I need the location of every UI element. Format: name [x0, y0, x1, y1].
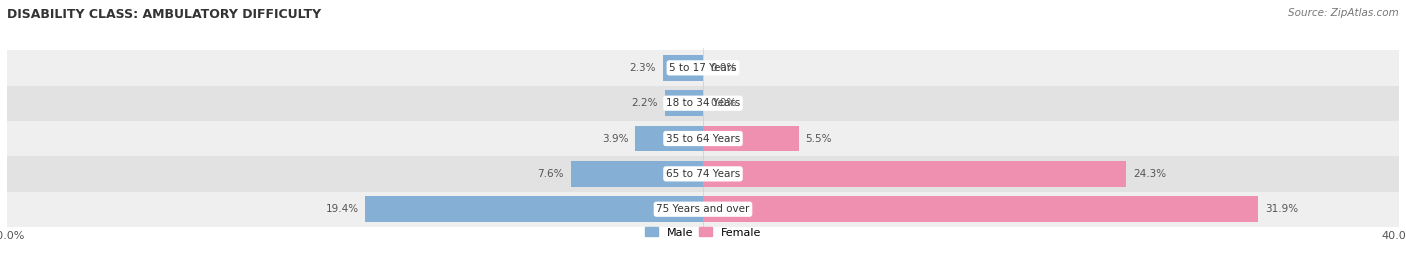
Text: 65 to 74 Years: 65 to 74 Years	[666, 169, 740, 179]
Legend: Male, Female: Male, Female	[644, 227, 762, 238]
Text: 31.9%: 31.9%	[1265, 204, 1298, 214]
Text: 2.3%: 2.3%	[630, 63, 657, 73]
Bar	[366, 196, 703, 222]
Bar	[7, 192, 1399, 227]
Text: 75 Years and over: 75 Years and over	[657, 204, 749, 214]
Bar	[703, 196, 1258, 222]
Text: Source: ZipAtlas.com: Source: ZipAtlas.com	[1288, 8, 1399, 18]
Bar	[665, 90, 703, 116]
Text: DISABILITY CLASS: AMBULATORY DIFFICULTY: DISABILITY CLASS: AMBULATORY DIFFICULTY	[7, 8, 321, 21]
Text: 2.2%: 2.2%	[631, 98, 658, 108]
Text: 7.6%: 7.6%	[537, 169, 564, 179]
Text: 18 to 34 Years: 18 to 34 Years	[666, 98, 740, 108]
Text: 5 to 17 Years: 5 to 17 Years	[669, 63, 737, 73]
Bar	[703, 161, 1126, 187]
Bar	[7, 156, 1399, 192]
Bar	[7, 86, 1399, 121]
Text: 0.0%: 0.0%	[710, 63, 737, 73]
Bar	[7, 121, 1399, 156]
Text: 19.4%: 19.4%	[325, 204, 359, 214]
Bar	[571, 161, 703, 187]
Text: 0.0%: 0.0%	[710, 98, 737, 108]
Bar	[636, 126, 703, 151]
Bar	[664, 55, 703, 81]
Text: 24.3%: 24.3%	[1133, 169, 1166, 179]
Text: 5.5%: 5.5%	[806, 133, 832, 144]
Bar	[703, 126, 799, 151]
Text: 3.9%: 3.9%	[602, 133, 628, 144]
Bar	[7, 50, 1399, 86]
Text: 35 to 64 Years: 35 to 64 Years	[666, 133, 740, 144]
